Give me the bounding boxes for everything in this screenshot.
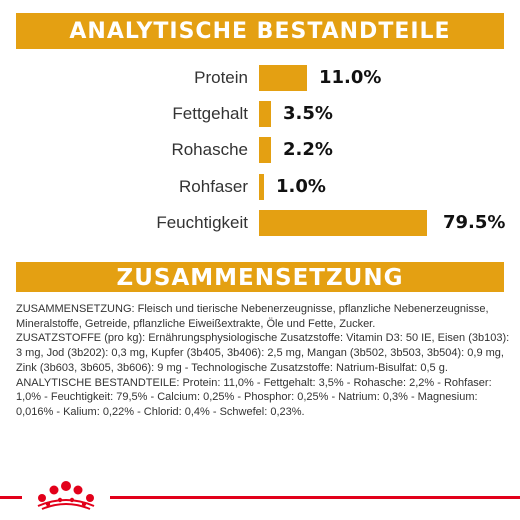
additives-paragraph: ZUSATZSTOFFE (pro kg): Ernährungsphysiol… [16,332,510,374]
nutrient-label: Feuchtigkeit [156,213,248,232]
nutrient-label: Fettgehalt [172,104,248,123]
nutrient-bar [259,65,307,91]
composition-section-title: ZUSAMMENSETZUNG [16,262,504,292]
analytic-paragraph: ANALYTISCHE BESTANDTEILE: Protein: 11,0%… [16,376,492,418]
nutrient-row-rohfaser: Rohfaser 1.0% [0,170,520,204]
nutrient-label: Protein [194,68,248,87]
nutrient-row-rohasche: Rohasche 2.2% [0,133,520,167]
nutrient-value: 79.5% [443,212,506,233]
nutrient-bar [259,101,271,127]
footer-divider-left [0,496,22,499]
royal-canin-crown-logo-icon [37,481,95,510]
nutrient-value: 2.2% [283,139,333,160]
nutrient-label: Rohasche [171,140,248,159]
nutrient-row-protein: Protein 11.0% [0,61,520,95]
nutrient-bar [259,137,271,163]
nutrient-row-feuchtigkeit: Feuchtigkeit 79.5% [0,206,520,240]
analytic-section-title: ANALYTISCHE BESTANDTEILE [16,13,504,49]
nutrient-value: 11.0% [319,67,382,88]
nutrient-value: 3.5% [283,103,333,124]
nutrient-label: Rohfaser [179,177,248,196]
nutrient-row-fettgehalt: Fettgehalt 3.5% [0,97,520,131]
footer-divider-right [110,496,520,499]
nutrient-bar [259,210,427,236]
composition-text: ZUSAMMENSETZUNG: Fleisch und tierische N… [16,302,512,420]
nutrient-bar [259,174,264,200]
nutrient-value: 1.0% [276,176,326,197]
composition-paragraph: ZUSAMMENSETZUNG: Fleisch und tierische N… [16,303,489,330]
